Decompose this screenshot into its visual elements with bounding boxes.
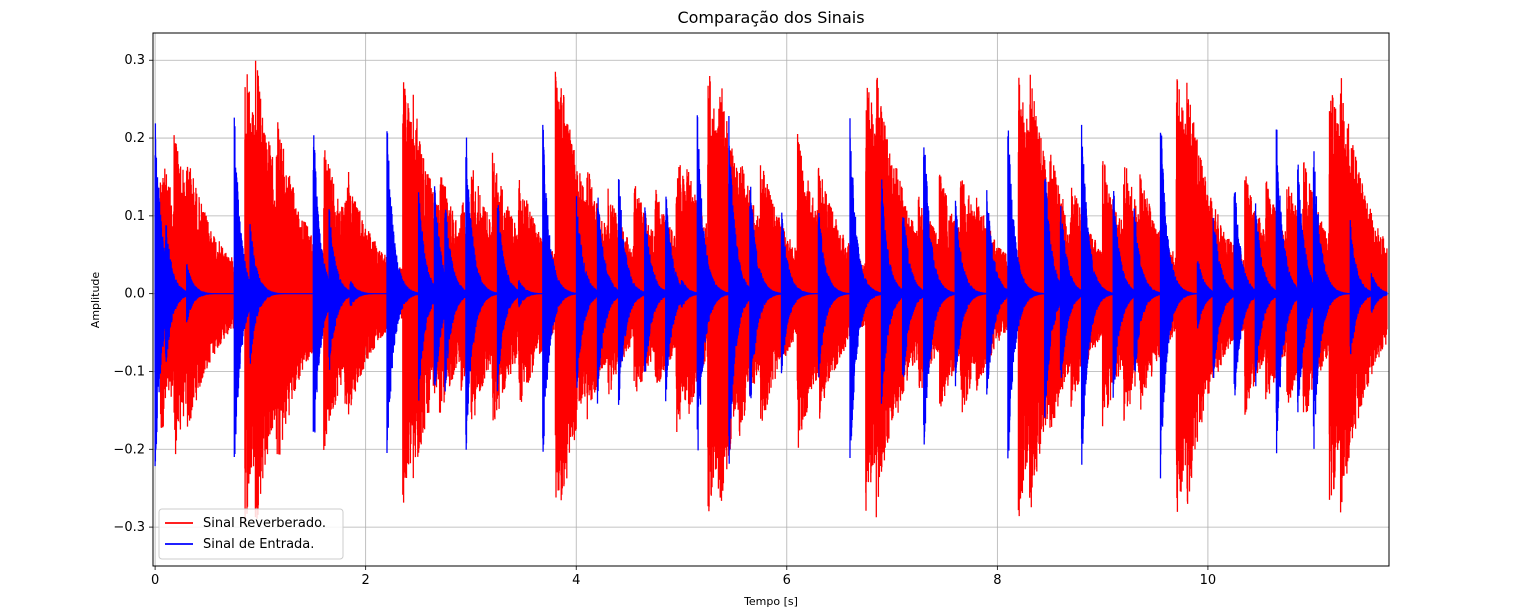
x-tick-label: 6 xyxy=(783,573,791,588)
y-tick-label: −0.2 xyxy=(113,442,145,457)
y-tick-label: 0.0 xyxy=(124,287,145,302)
y-axis-label: Amplitude xyxy=(89,272,102,329)
x-axis: 0 2 4 6 8 10 xyxy=(151,566,1216,588)
legend: Sinal Reverberado. Sinal de Entrada. xyxy=(158,508,344,560)
y-tick-label: 0.3 xyxy=(124,53,145,68)
x-tick-label: 2 xyxy=(362,573,370,588)
x-tick-label: 8 xyxy=(993,573,1001,588)
x-axis-label: Tempo [s] xyxy=(743,595,798,608)
series-sinal-de-entrada xyxy=(154,115,1388,479)
y-tick-label: 0.2 xyxy=(124,131,145,146)
y-axis: −0.3 −0.2 −0.1 0.0 0.1 0.2 0.3 xyxy=(113,53,153,535)
legend-label-reverberado: Sinal Reverberado. xyxy=(203,516,326,531)
y-tick-label: −0.3 xyxy=(113,520,145,535)
plot-frame xyxy=(152,32,1390,567)
legend-box xyxy=(158,508,344,560)
y-tick-label: −0.1 xyxy=(113,364,145,379)
x-tick-label: 10 xyxy=(1200,573,1217,588)
x-tick-label: 4 xyxy=(572,573,580,588)
chart-title: Comparação dos Sinais xyxy=(677,8,864,27)
y-tick-label: 0.1 xyxy=(124,209,145,224)
legend-label-entrada: Sinal de Entrada. xyxy=(203,537,314,552)
x-tick-label: 0 xyxy=(151,573,159,588)
